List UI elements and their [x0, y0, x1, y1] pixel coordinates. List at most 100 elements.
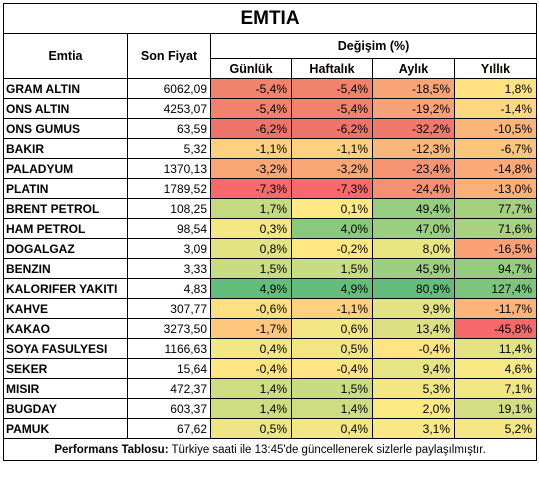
change-monthly: -24,4% — [372, 178, 455, 199]
change-daily: -1,7% — [210, 318, 292, 339]
table-row: BENZIN 3,33 1,5% 1,5% 45,9% 94,7% — [3, 258, 538, 279]
last-price: 1370,13 — [127, 158, 211, 179]
table-row: KAKAO 3273,50 -1,7% 0,6% 13,4% -45,8% — [3, 318, 538, 339]
change-daily: -5,4% — [210, 98, 292, 119]
change-daily: 0,3% — [210, 218, 292, 239]
emtia-table: EMTIA Emtia Son Fiyat Değişim (%) Günlük… — [2, 3, 538, 461]
change-monthly: 45,9% — [372, 258, 455, 279]
table-row: PALADYUM 1370,13 -3,2% -3,2% -23,4% -14,8% — [3, 158, 538, 179]
change-daily: 0,5% — [210, 418, 292, 439]
change-weekly: 4,9% — [291, 278, 373, 299]
table-row: BRENT PETROL 108,25 1,7% 0,1% 49,4% 77,7% — [3, 198, 538, 219]
last-price: 3273,50 — [127, 318, 211, 339]
last-price: 1166,63 — [127, 338, 211, 359]
table-row: MISIR 472,37 1,4% 1,5% 5,3% 7,1% — [3, 378, 538, 399]
commodity-name: BENZIN — [3, 258, 128, 279]
change-yearly: -45,8% — [453, 318, 538, 339]
change-monthly: 13,4% — [372, 318, 455, 339]
change-yearly: 11,4% — [453, 338, 538, 359]
table-footer: Performans Tablosu: Türkiye saati ile 13… — [2, 438, 538, 461]
commodity-name: PLATIN — [3, 178, 128, 199]
last-price: 4253,07 — [127, 98, 211, 119]
change-daily: 4,9% — [210, 278, 292, 299]
change-yearly: -16,5% — [453, 238, 538, 259]
commodity-name: GRAM ALTIN — [3, 78, 128, 99]
change-weekly: 1,4% — [291, 398, 373, 419]
change-weekly: -1,1% — [291, 138, 373, 159]
last-price: 3,09 — [127, 238, 211, 259]
change-daily: -5,4% — [210, 78, 292, 99]
last-price: 6062,09 — [127, 78, 211, 99]
commodity-name: KALORIFER YAKITI — [3, 278, 128, 299]
change-monthly: -23,4% — [372, 158, 455, 179]
change-daily: -0,6% — [210, 298, 292, 319]
table-row: PAMUK 67,62 0,5% 0,4% 3,1% 5,2% — [3, 418, 538, 439]
change-weekly: 1,5% — [291, 378, 373, 399]
change-daily: 1,7% — [210, 198, 292, 219]
change-monthly: 9,9% — [372, 298, 455, 319]
change-daily: -1,1% — [210, 138, 292, 159]
change-monthly: 49,4% — [372, 198, 455, 219]
change-daily: 0,8% — [210, 238, 292, 259]
change-yearly: 77,7% — [453, 198, 538, 219]
last-price: 472,37 — [127, 378, 211, 399]
change-yearly: 1,8% — [453, 78, 538, 99]
last-price: 3,33 — [127, 258, 211, 279]
table-row: SEKER 15,64 -0,4% -0,4% 9,4% 4,6% — [3, 358, 538, 379]
change-yearly: 19,1% — [453, 398, 538, 419]
change-yearly: -13,0% — [453, 178, 538, 199]
commodity-name: HAM PETROL — [3, 218, 128, 239]
last-price: 5,32 — [127, 138, 211, 159]
last-price: 307,77 — [127, 298, 211, 319]
commodity-name: KAKAO — [3, 318, 128, 339]
last-price: 603,37 — [127, 398, 211, 419]
commodity-name: BRENT PETROL — [3, 198, 128, 219]
change-monthly: -0,4% — [372, 338, 455, 359]
change-weekly: -5,4% — [291, 78, 373, 99]
last-price: 4,83 — [127, 278, 211, 299]
change-monthly: 8,0% — [372, 238, 455, 259]
table-row: DOGALGAZ 3,09 0,8% -0,2% 8,0% -16,5% — [3, 238, 538, 259]
change-yearly: 94,7% — [453, 258, 538, 279]
change-yearly: -11,7% — [453, 298, 538, 319]
commodity-name: BUGDAY — [3, 398, 128, 419]
table-title: EMTIA — [2, 3, 538, 34]
table-row: ONS GUMUS 63,59 -6,2% -6,2% -32,2% -10,5% — [3, 118, 538, 139]
commodity-name: MISIR — [3, 378, 128, 399]
change-monthly: 47,0% — [372, 218, 455, 239]
change-yearly: -14,8% — [453, 158, 538, 179]
table-row: PLATIN 1789,52 -7,3% -7,3% -24,4% -13,0% — [3, 178, 538, 199]
change-weekly: 0,1% — [291, 198, 373, 219]
change-weekly: -5,4% — [291, 98, 373, 119]
change-weekly: -0,2% — [291, 238, 373, 259]
change-monthly: 5,3% — [372, 378, 455, 399]
change-weekly: 0,6% — [291, 318, 373, 339]
last-price: 63,59 — [127, 118, 211, 139]
commodity-name: PALADYUM — [3, 158, 128, 179]
change-weekly: -7,3% — [291, 178, 373, 199]
table-row: GRAM ALTIN 6062,09 -5,4% -5,4% -18,5% 1,8% — [3, 78, 538, 99]
table-row: KALORIFER YAKITI 4,83 4,9% 4,9% 80,9% 127,4% — [3, 278, 538, 299]
change-monthly: -19,2% — [372, 98, 455, 119]
change-daily: 0,4% — [210, 338, 292, 359]
change-yearly: 5,2% — [453, 418, 538, 439]
table-row: SOYA FASULYESI 1166,63 0,4% 0,5% -0,4% 11,4% — [3, 338, 538, 359]
change-daily: -0,4% — [210, 358, 292, 379]
change-weekly: -0,4% — [291, 358, 373, 379]
commodity-name: SOYA FASULYESI — [3, 338, 128, 359]
table-row: BUGDAY 603,37 1,4% 1,4% 2,0% 19,1% — [3, 398, 538, 419]
commodity-name: SEKER — [3, 358, 128, 379]
change-monthly: -18,5% — [372, 78, 455, 99]
table-row: BAKIR 5,32 -1,1% -1,1% -12,3% -6,7% — [3, 138, 538, 159]
last-price: 15,64 — [127, 358, 211, 379]
change-monthly: 2,0% — [372, 398, 455, 419]
change-daily: 1,5% — [210, 258, 292, 279]
change-daily: -3,2% — [210, 158, 292, 179]
change-monthly: -32,2% — [372, 118, 455, 139]
commodity-name: ONS GUMUS — [3, 118, 128, 139]
change-daily: -7,3% — [210, 178, 292, 199]
header-change: Değişim (%) — [209, 33, 538, 59]
change-yearly: 7,1% — [453, 378, 538, 399]
change-yearly: 127,4% — [453, 278, 538, 299]
commodity-performance-table: EMTIA Emtia Son Fiyat Değişim (%) Günlük… — [2, 3, 538, 478]
